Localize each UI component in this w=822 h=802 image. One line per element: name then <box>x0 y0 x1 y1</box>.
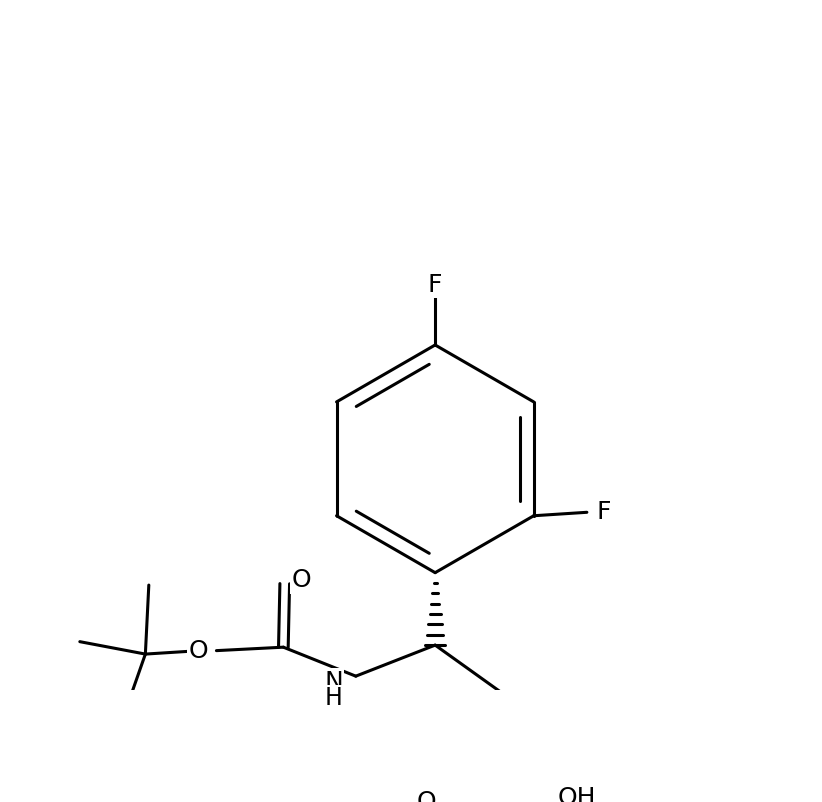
Text: O: O <box>292 569 311 592</box>
Text: O: O <box>417 790 436 802</box>
Text: F: F <box>597 500 612 525</box>
Text: OH: OH <box>557 786 596 802</box>
Text: F: F <box>428 273 442 297</box>
Text: H: H <box>325 687 343 711</box>
Text: O: O <box>189 638 208 662</box>
Text: N: N <box>325 670 343 694</box>
